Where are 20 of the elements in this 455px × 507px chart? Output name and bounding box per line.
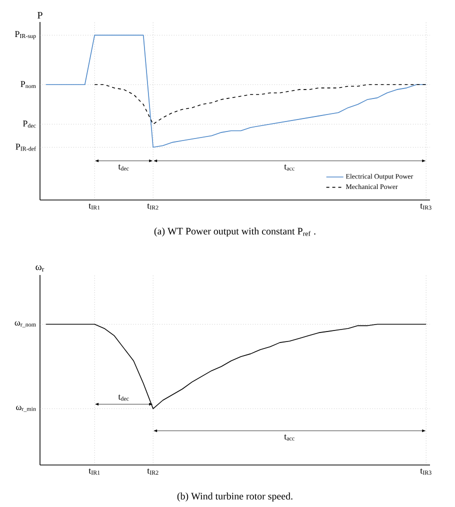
y-axis-title: P — [38, 12, 42, 18]
ref-line-label: P$_{dec}$ — [22, 120, 36, 128]
x-tick-label: t$_{IR1}$ — [88, 468, 100, 475]
ref-line-label: P$_{IR-def}$ — [16, 144, 36, 151]
ref-line-label: P$_{nom}$ — [20, 81, 36, 88]
x-tick-label: t$_{IR2}$ — [147, 204, 158, 210]
annotation: t$_{acc}$ — [284, 434, 294, 440]
x-tick-label: t$_{IR2}$ — [147, 468, 158, 475]
ref-line-label: P$_{IR-sup}$ — [14, 31, 36, 40]
ref-line-label: ω$_{r_nom}$ — [14, 321, 36, 328]
text: (a) WT Power output with constant P$_{ref}$ . — [154, 228, 316, 237]
y-axis-title: ω$_{r}$ — [36, 265, 44, 272]
x-tick-label: t$_{IR3}$ — [420, 204, 432, 210]
annotation: t$_{dec}$ — [118, 164, 129, 171]
x-tick-label: t$_{IR3}$ — [420, 468, 432, 475]
annotation: t$_{acc}$ — [284, 164, 294, 170]
ref-line-label: ω$_{r_min}$ — [16, 406, 36, 412]
text: (b) Wind turbine rotor speed. — [177, 492, 292, 502]
annotation: t$_{dec}$ — [118, 394, 129, 401]
x-tick-label: t$_{IR1}$ — [88, 204, 100, 210]
